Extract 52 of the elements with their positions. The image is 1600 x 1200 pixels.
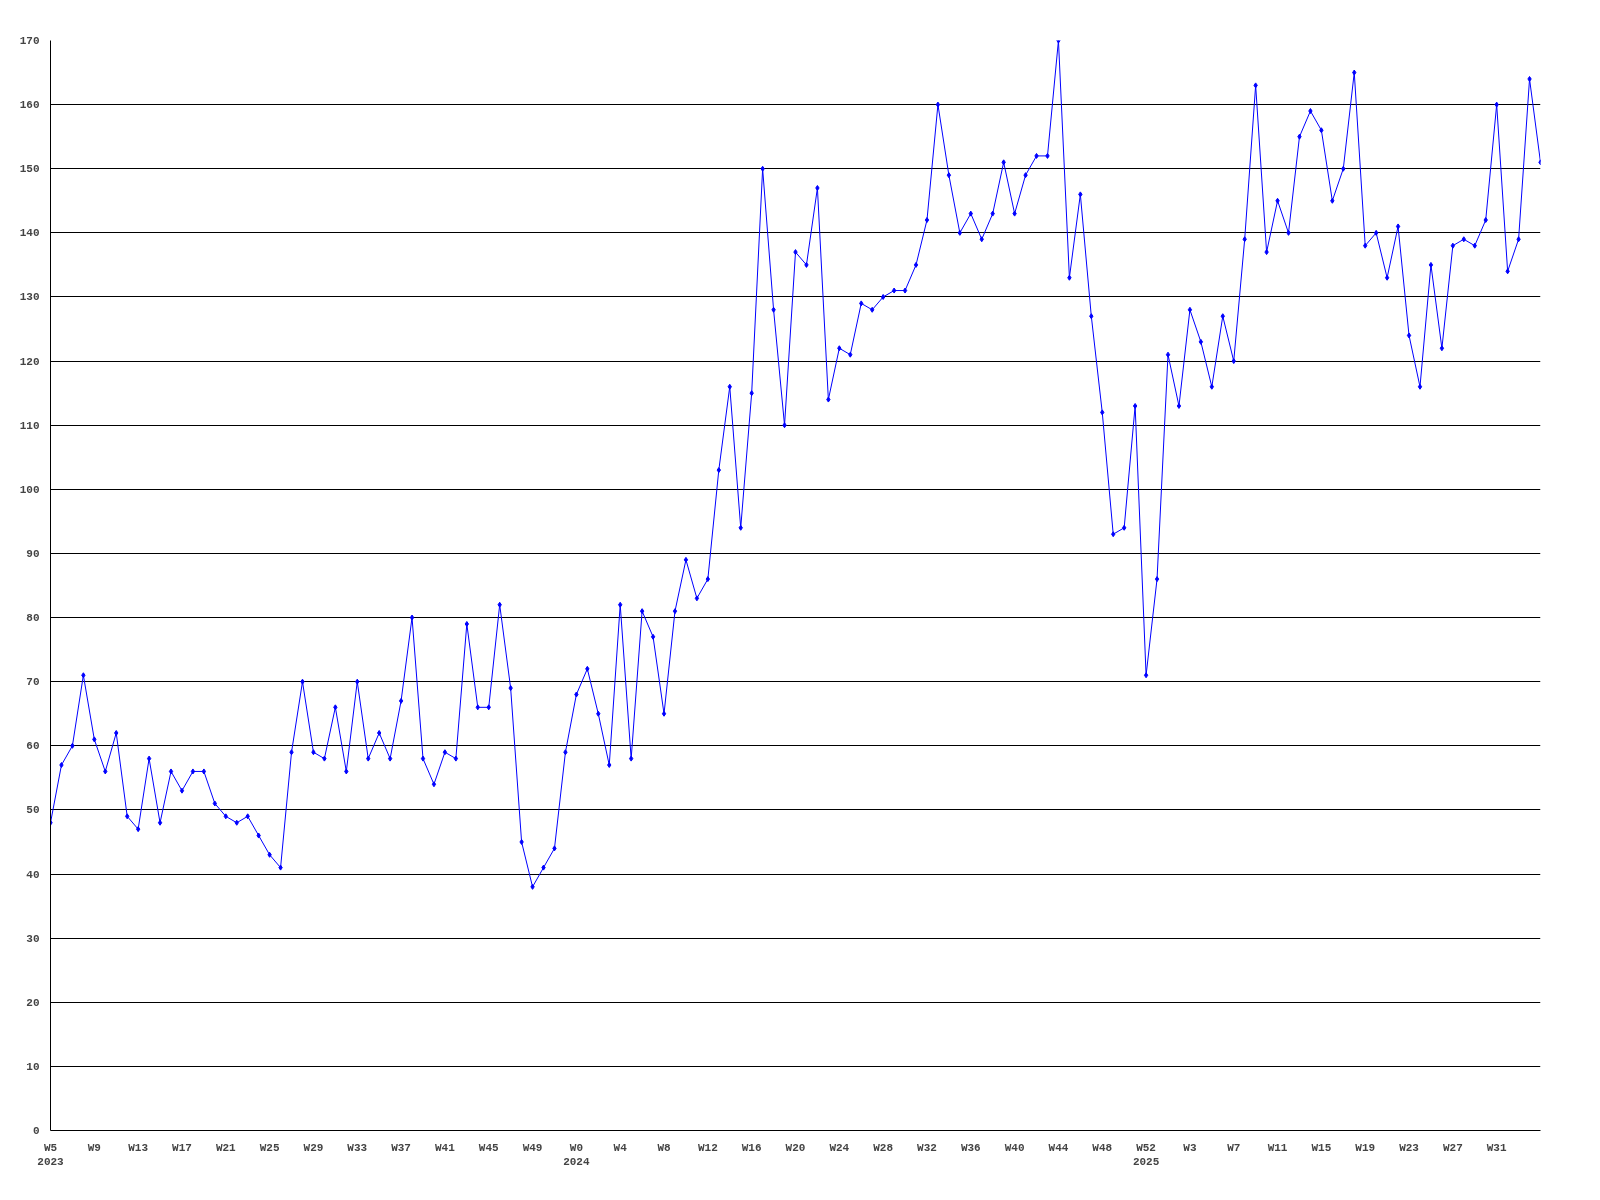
x-tick-label: W37	[391, 1141, 411, 1154]
x-tick-label: W48	[1092, 1141, 1113, 1154]
x-tick-label: W29	[303, 1141, 324, 1154]
x-tick-label: W21	[215, 1141, 237, 1154]
y-tick-label: 20	[26, 996, 40, 1009]
y-tick-label: 120	[19, 355, 40, 368]
y-tick-label: 60	[26, 740, 40, 753]
x-tick-label: W33	[347, 1141, 368, 1154]
x-tick-label: W45	[478, 1141, 500, 1154]
x-tick-label: W23	[1399, 1141, 1420, 1154]
x-tick-label: W0 2024	[563, 1141, 590, 1168]
x-tick-label: W8	[657, 1141, 672, 1154]
y-tick-label: 160	[19, 99, 40, 112]
x-tick-label: W20	[785, 1141, 806, 1154]
x-tick-label: W19	[1355, 1141, 1376, 1154]
x-tick-label: W11	[1267, 1141, 1288, 1154]
x-tick-label: W7	[1227, 1141, 1241, 1154]
x-tick-label: W9	[87, 1141, 101, 1154]
x-tick-label: W52 2025	[1132, 1141, 1160, 1168]
x-tick-label: W44	[1048, 1141, 1069, 1154]
x-tick-label: W32	[917, 1141, 937, 1154]
y-tick-label: 170	[19, 35, 40, 47]
x-tick-label: W27	[1442, 1141, 1463, 1154]
y-tick-label: 50	[26, 804, 40, 817]
y-tick-label: 100	[19, 483, 40, 496]
x-tick-label: W12	[697, 1141, 718, 1154]
y-tick-label: 130	[19, 291, 40, 304]
x-tick-label: W28	[873, 1141, 894, 1154]
y-tick-label: 40	[26, 868, 40, 881]
x-tick-label: W36	[960, 1141, 981, 1154]
y-tick-label: 150	[19, 163, 40, 176]
x-tick-label: W49	[522, 1141, 543, 1154]
x-tick-label: W16	[741, 1141, 762, 1154]
x-tick-label: W31	[1486, 1141, 1507, 1154]
x-tick-label: W17	[172, 1141, 192, 1154]
y-tick-label: 140	[19, 227, 40, 240]
x-tick-label: W15	[1311, 1141, 1332, 1154]
y-tick-label: 10	[26, 1060, 40, 1073]
y-tick-label: 110	[19, 419, 40, 432]
y-tick-label: 30	[26, 932, 40, 945]
x-tick-label: W4	[613, 1141, 628, 1154]
x-tick-label: W5 2023	[37, 1141, 65, 1168]
y-tick-label: 0	[32, 1125, 40, 1137]
y-tick-label: 70	[26, 676, 40, 689]
x-tick-label: W25	[259, 1141, 280, 1154]
x-tick-label: W3	[1183, 1141, 1197, 1154]
y-tick-label: 90	[26, 547, 40, 560]
x-tick-label: W40	[1004, 1141, 1025, 1154]
x-tick-label: W24	[829, 1141, 850, 1154]
x-tick-label: W41	[435, 1141, 456, 1154]
x-tick-label: W13	[128, 1141, 149, 1154]
y-tick-label: 80	[26, 612, 40, 625]
